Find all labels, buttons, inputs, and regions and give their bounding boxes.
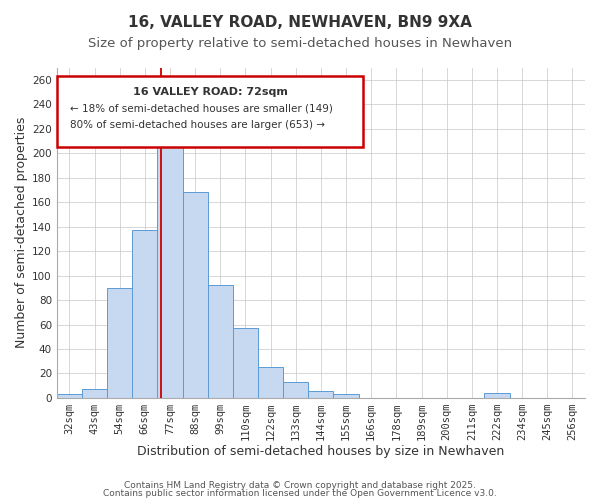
Bar <box>82 390 107 398</box>
Text: ← 18% of semi-detached houses are smaller (149): ← 18% of semi-detached houses are smalle… <box>70 104 333 114</box>
Bar <box>233 328 258 398</box>
Text: Size of property relative to semi-detached houses in Newhaven: Size of property relative to semi-detach… <box>88 38 512 51</box>
X-axis label: Distribution of semi-detached houses by size in Newhaven: Distribution of semi-detached houses by … <box>137 444 505 458</box>
Text: 16 VALLEY ROAD: 72sqm: 16 VALLEY ROAD: 72sqm <box>133 88 287 98</box>
Bar <box>258 368 283 398</box>
Bar <box>132 230 157 398</box>
Text: Contains public sector information licensed under the Open Government Licence v3: Contains public sector information licen… <box>103 489 497 498</box>
Text: 80% of semi-detached houses are larger (653) →: 80% of semi-detached houses are larger (… <box>70 120 325 130</box>
Bar <box>57 394 82 398</box>
Text: 16, VALLEY ROAD, NEWHAVEN, BN9 9XA: 16, VALLEY ROAD, NEWHAVEN, BN9 9XA <box>128 15 472 30</box>
Bar <box>484 393 509 398</box>
Text: Contains HM Land Registry data © Crown copyright and database right 2025.: Contains HM Land Registry data © Crown c… <box>124 480 476 490</box>
Y-axis label: Number of semi-detached properties: Number of semi-detached properties <box>15 117 28 348</box>
FancyBboxPatch shape <box>57 76 363 147</box>
Bar <box>182 192 208 398</box>
Bar <box>157 141 182 398</box>
Bar <box>283 382 308 398</box>
Bar <box>208 286 233 398</box>
Bar <box>334 394 359 398</box>
Bar <box>107 288 132 398</box>
Bar <box>308 390 334 398</box>
